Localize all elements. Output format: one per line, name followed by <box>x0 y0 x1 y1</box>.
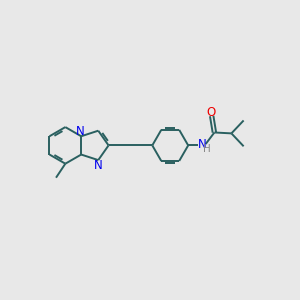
Text: O: O <box>206 106 215 119</box>
Text: N: N <box>76 125 85 138</box>
Text: N: N <box>94 159 103 172</box>
Text: N: N <box>198 138 207 151</box>
Text: H: H <box>203 144 211 154</box>
